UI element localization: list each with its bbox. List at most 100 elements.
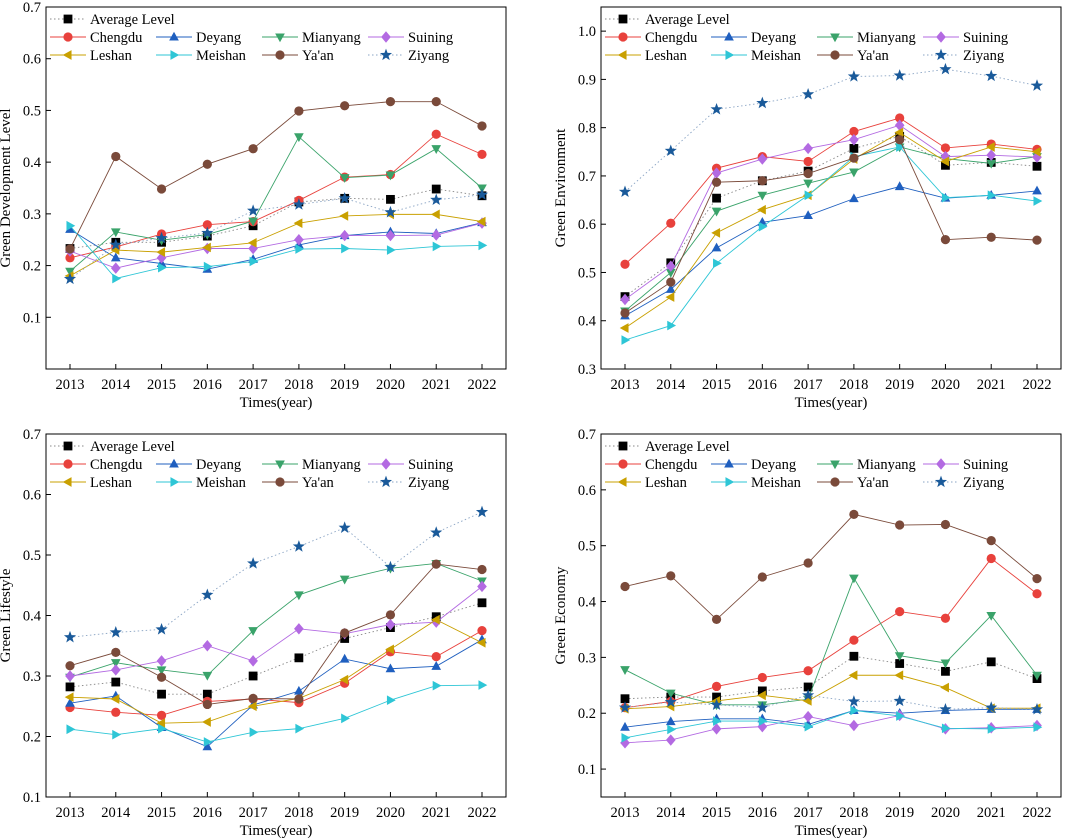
data-point	[620, 259, 630, 269]
data-point	[894, 652, 905, 661]
legend-marker	[934, 475, 948, 488]
series-line	[624, 513, 1038, 621]
data-point	[248, 671, 258, 681]
data-point	[111, 707, 121, 717]
data-point	[292, 540, 305, 552]
data-point	[292, 198, 305, 210]
series-line	[624, 709, 1038, 739]
y-tick-label: 0.3	[23, 669, 41, 685]
series-line	[69, 222, 483, 269]
series-leshan	[64, 209, 486, 281]
data-point	[757, 204, 766, 215]
series-leshan	[619, 127, 1041, 333]
data-point	[341, 243, 350, 254]
data-point	[940, 156, 949, 167]
data-point	[618, 185, 632, 198]
data-point	[620, 293, 630, 306]
legend-marker	[725, 477, 735, 487]
data-point	[66, 220, 76, 231]
data-point	[478, 240, 488, 251]
legend-label: Meishan	[196, 48, 247, 64]
data-point	[758, 221, 768, 232]
data-point	[66, 724, 76, 735]
data-point	[803, 142, 813, 155]
data-point	[294, 653, 304, 663]
x-tick-label: 2017	[239, 805, 268, 821]
legend-marker	[618, 32, 628, 42]
data-point	[757, 720, 768, 733]
legend-marker	[830, 50, 840, 60]
legend-label: Ziyang	[963, 48, 1004, 64]
data-point	[1032, 185, 1042, 195]
data-point	[155, 623, 168, 635]
data-point	[248, 627, 258, 636]
series-line	[624, 146, 1038, 341]
series-line	[624, 146, 1038, 312]
data-point	[757, 191, 768, 201]
legend-label: Ya'an	[857, 48, 890, 64]
data-point	[385, 229, 396, 242]
data-point	[895, 135, 905, 145]
legend-label: Mianyang	[857, 30, 916, 46]
data-point	[619, 323, 629, 333]
y-tick-label: 0.7	[578, 427, 596, 443]
x-tick-label: 2016	[193, 805, 222, 821]
data-point	[478, 680, 488, 690]
y-axis-title: Green Development Level	[0, 108, 14, 267]
legend-marker	[617, 50, 627, 60]
data-point	[294, 133, 304, 143]
data-point	[156, 247, 166, 257]
series-line	[624, 714, 1038, 744]
data-point	[1032, 235, 1042, 245]
series-line	[69, 101, 483, 250]
data-point	[295, 723, 305, 734]
data-point	[158, 262, 167, 273]
data-point	[939, 702, 952, 715]
data-point	[665, 716, 676, 726]
y-tick-label: 0.6	[578, 483, 596, 499]
data-point	[430, 614, 440, 625]
data-point	[202, 699, 212, 710]
data-point	[477, 121, 487, 131]
data-point	[803, 210, 813, 220]
data-point	[341, 713, 350, 724]
data-point	[65, 697, 75, 707]
series-line	[624, 124, 1038, 300]
data-point	[711, 177, 722, 187]
data-point	[986, 159, 997, 169]
series-ziyang	[618, 688, 1044, 715]
y-tick-label: 0.1	[23, 790, 41, 806]
legend-label: Suining	[963, 457, 1008, 473]
data-point	[430, 209, 440, 220]
data-point	[940, 519, 951, 530]
x-tick-label: 2014	[656, 805, 686, 821]
legend-label: Deyang	[751, 30, 796, 46]
data-point	[803, 666, 813, 676]
legend-label: Mianyang	[302, 30, 361, 46]
data-point	[713, 716, 722, 726]
data-point	[665, 292, 675, 302]
data-point	[247, 701, 257, 712]
data-point	[293, 218, 303, 229]
data-point	[803, 156, 813, 167]
data-point	[1030, 79, 1044, 91]
legend-marker	[618, 14, 628, 24]
data-point	[65, 682, 75, 692]
data-point	[986, 536, 996, 546]
legend-label: Ziyang	[408, 475, 449, 491]
x-tick-label: 2022	[468, 377, 497, 393]
series-suining	[65, 217, 487, 274]
legend-label: Ya'an	[302, 48, 335, 64]
data-point	[847, 695, 860, 707]
legend-label: Mianyang	[857, 457, 916, 473]
legend-marker	[169, 458, 179, 468]
data-point	[65, 267, 75, 277]
series-line	[69, 136, 483, 272]
data-point	[847, 70, 860, 82]
data-point	[939, 62, 952, 75]
data-point	[621, 732, 631, 743]
data-point	[849, 719, 859, 732]
data-point	[65, 670, 75, 682]
data-point	[987, 724, 997, 734]
series-yaan	[620, 135, 1042, 318]
